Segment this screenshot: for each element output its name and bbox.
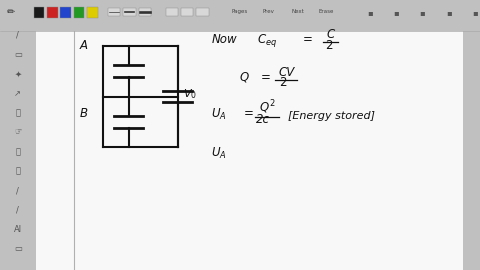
Text: Now: Now <box>211 33 237 46</box>
Text: ▭: ▭ <box>14 50 22 59</box>
Text: ✏: ✏ <box>7 7 14 18</box>
Text: Al: Al <box>14 225 22 234</box>
Text: $C_{eq}$: $C_{eq}$ <box>257 32 277 49</box>
Text: ✋: ✋ <box>15 108 20 117</box>
Text: A: A <box>79 39 87 52</box>
Text: ↗: ↗ <box>14 89 21 98</box>
Bar <box>463 31 480 270</box>
Bar <box>166 8 178 16</box>
Text: $U_A$: $U_A$ <box>211 146 227 161</box>
Text: ▪: ▪ <box>420 8 425 17</box>
Text: 2: 2 <box>279 76 287 89</box>
Text: B: B <box>79 107 87 120</box>
Bar <box>87 7 98 18</box>
Text: Next: Next <box>291 9 304 14</box>
Text: 2c: 2c <box>256 113 270 126</box>
Bar <box>139 8 151 16</box>
Text: $U_A$: $U_A$ <box>211 106 227 122</box>
Text: Pages: Pages <box>232 9 248 14</box>
Bar <box>60 7 71 18</box>
Text: C: C <box>326 28 335 41</box>
Text: ▪: ▪ <box>367 8 372 17</box>
Bar <box>181 8 193 16</box>
Text: Erase: Erase <box>319 9 334 14</box>
Text: /: / <box>16 186 19 195</box>
Text: 🔍: 🔍 <box>15 167 20 176</box>
Bar <box>196 8 209 16</box>
Text: /: / <box>16 205 19 215</box>
Bar <box>123 8 136 16</box>
Text: [Energy stored]: [Energy stored] <box>288 111 375 121</box>
Text: =: = <box>302 33 312 46</box>
Text: =: = <box>244 107 254 120</box>
Text: $Q^2$: $Q^2$ <box>259 99 276 116</box>
Bar <box>34 7 44 18</box>
Text: 2: 2 <box>325 39 333 52</box>
Text: /: / <box>16 31 19 40</box>
Text: ✦: ✦ <box>14 69 21 79</box>
Bar <box>74 7 84 18</box>
Text: Q: Q <box>239 71 248 84</box>
Bar <box>47 7 58 18</box>
Text: ▪: ▪ <box>393 8 399 17</box>
Bar <box>36 31 463 270</box>
Text: Prev: Prev <box>263 9 275 14</box>
Bar <box>0 31 36 270</box>
Text: =: = <box>261 71 271 84</box>
Bar <box>108 8 120 16</box>
Text: ▪: ▪ <box>472 8 478 17</box>
Text: ▭: ▭ <box>14 244 22 254</box>
Text: $V_0$: $V_0$ <box>183 87 197 101</box>
Text: ☞: ☞ <box>14 128 22 137</box>
Text: 🔍: 🔍 <box>15 147 20 156</box>
Bar <box>0 0 480 31</box>
Text: CV: CV <box>278 66 295 79</box>
Text: ▪: ▪ <box>446 8 452 17</box>
